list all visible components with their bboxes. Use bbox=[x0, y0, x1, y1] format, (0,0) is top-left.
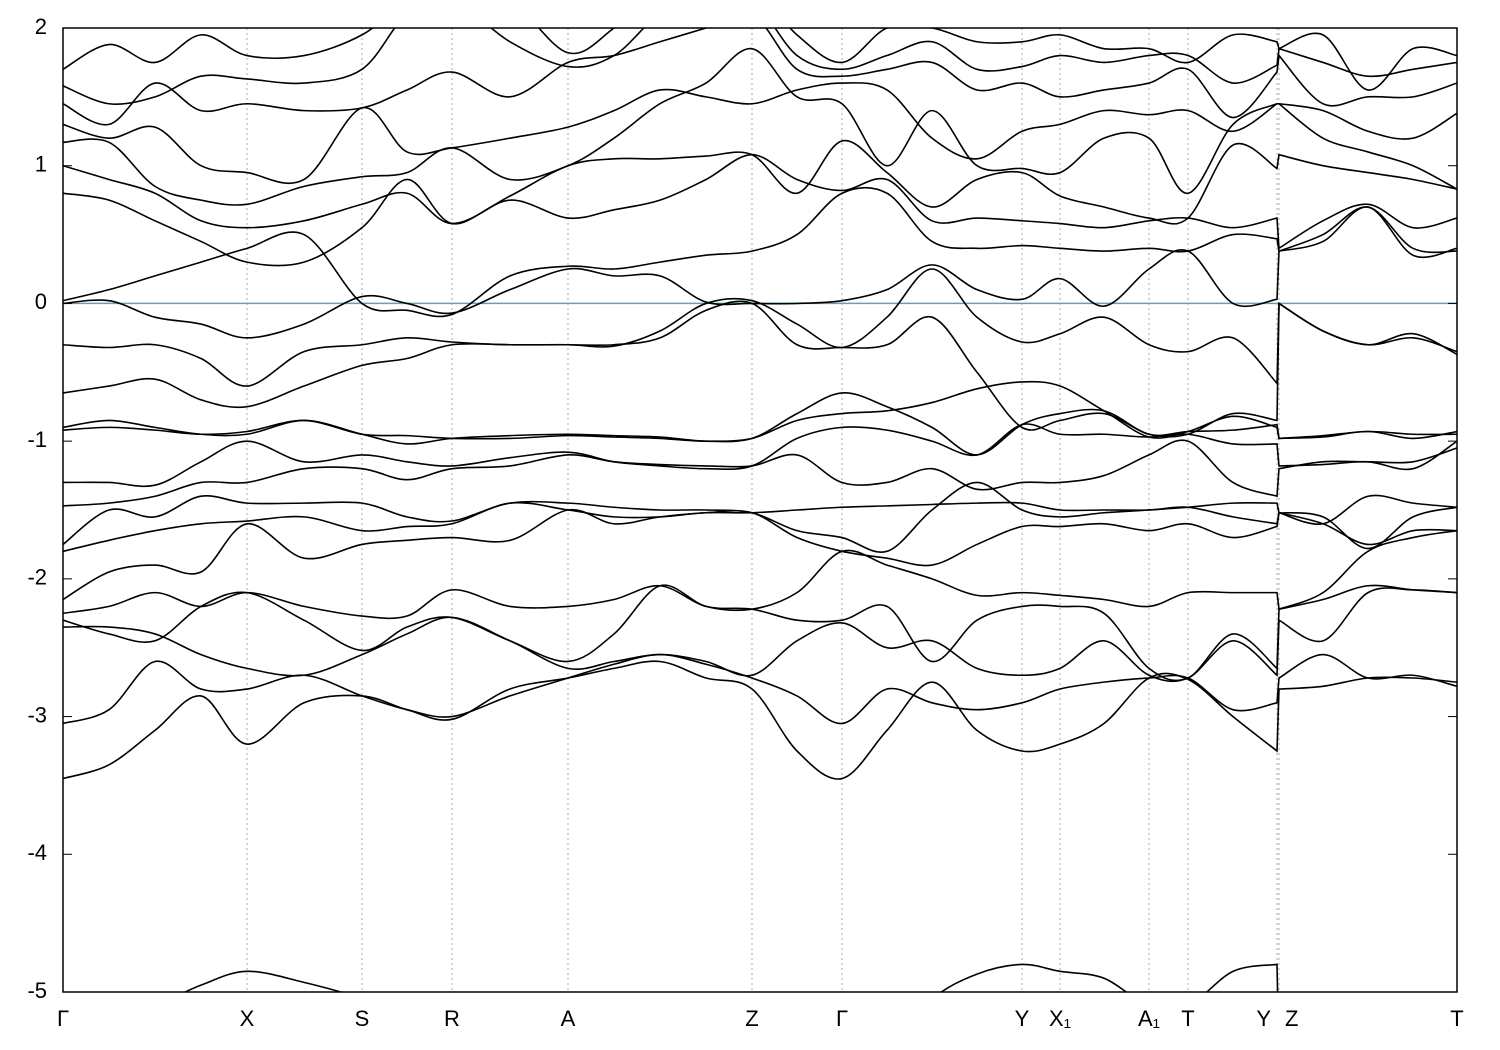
y-tick-label: 1 bbox=[35, 152, 47, 177]
band-line bbox=[63, 28, 1457, 105]
band-line bbox=[63, 153, 1457, 267]
x-tick-label: R bbox=[444, 1006, 460, 1031]
band-line bbox=[63, 300, 1457, 438]
band-line bbox=[63, 439, 1457, 507]
band-line bbox=[63, 268, 1457, 387]
band-line bbox=[63, 186, 1457, 318]
x-tick-label: S bbox=[355, 1006, 370, 1031]
plot-frame bbox=[62, 27, 1458, 993]
y-tick-label: 0 bbox=[35, 289, 47, 314]
x-tick-label: Γ bbox=[836, 1006, 848, 1031]
x-tick-label: T bbox=[1450, 1006, 1463, 1031]
y-tick-label: -2 bbox=[27, 565, 47, 590]
y-tick-label: -4 bbox=[27, 840, 47, 865]
band-line bbox=[63, 587, 1457, 683]
x-tick-label: A₁ bbox=[1138, 1006, 1160, 1031]
band-line bbox=[63, 423, 1457, 488]
band-line bbox=[63, 206, 1457, 339]
band-line bbox=[63, 660, 1457, 780]
x-tick-label: X₁ bbox=[1049, 1006, 1071, 1031]
y-tick-label: -1 bbox=[27, 427, 47, 452]
plot-area bbox=[63, 28, 1457, 992]
x-tick-label: A bbox=[561, 1006, 576, 1031]
band-line bbox=[63, 28, 1457, 91]
band-line bbox=[63, 28, 1457, 126]
x-tick-label: Z bbox=[1285, 1006, 1298, 1031]
x-tick-label: Y bbox=[1015, 1006, 1030, 1031]
band-line bbox=[63, 584, 1457, 682]
band-line bbox=[63, 653, 1457, 725]
band-line bbox=[63, 82, 1457, 185]
band-line bbox=[63, 392, 1457, 456]
band-line bbox=[63, 529, 1457, 620]
band-line bbox=[63, 47, 1457, 206]
x-tick-label: Z bbox=[745, 1006, 758, 1031]
band-line bbox=[63, 481, 1457, 553]
x-tick-label: T bbox=[1181, 1006, 1194, 1031]
band-line bbox=[63, 380, 1457, 442]
band-line bbox=[63, 508, 1457, 601]
y-tick-label: -5 bbox=[27, 978, 47, 1003]
y-tick-label: 2 bbox=[35, 14, 47, 39]
band-line bbox=[63, 501, 1457, 553]
x-tick-label: X bbox=[240, 1006, 255, 1031]
x-tick-label: Γ bbox=[57, 1006, 69, 1031]
y-tick-label: -3 bbox=[27, 702, 47, 727]
x-tick-label: Y bbox=[1256, 1006, 1271, 1031]
band-line bbox=[63, 140, 1457, 229]
band-line bbox=[183, 963, 1279, 992]
